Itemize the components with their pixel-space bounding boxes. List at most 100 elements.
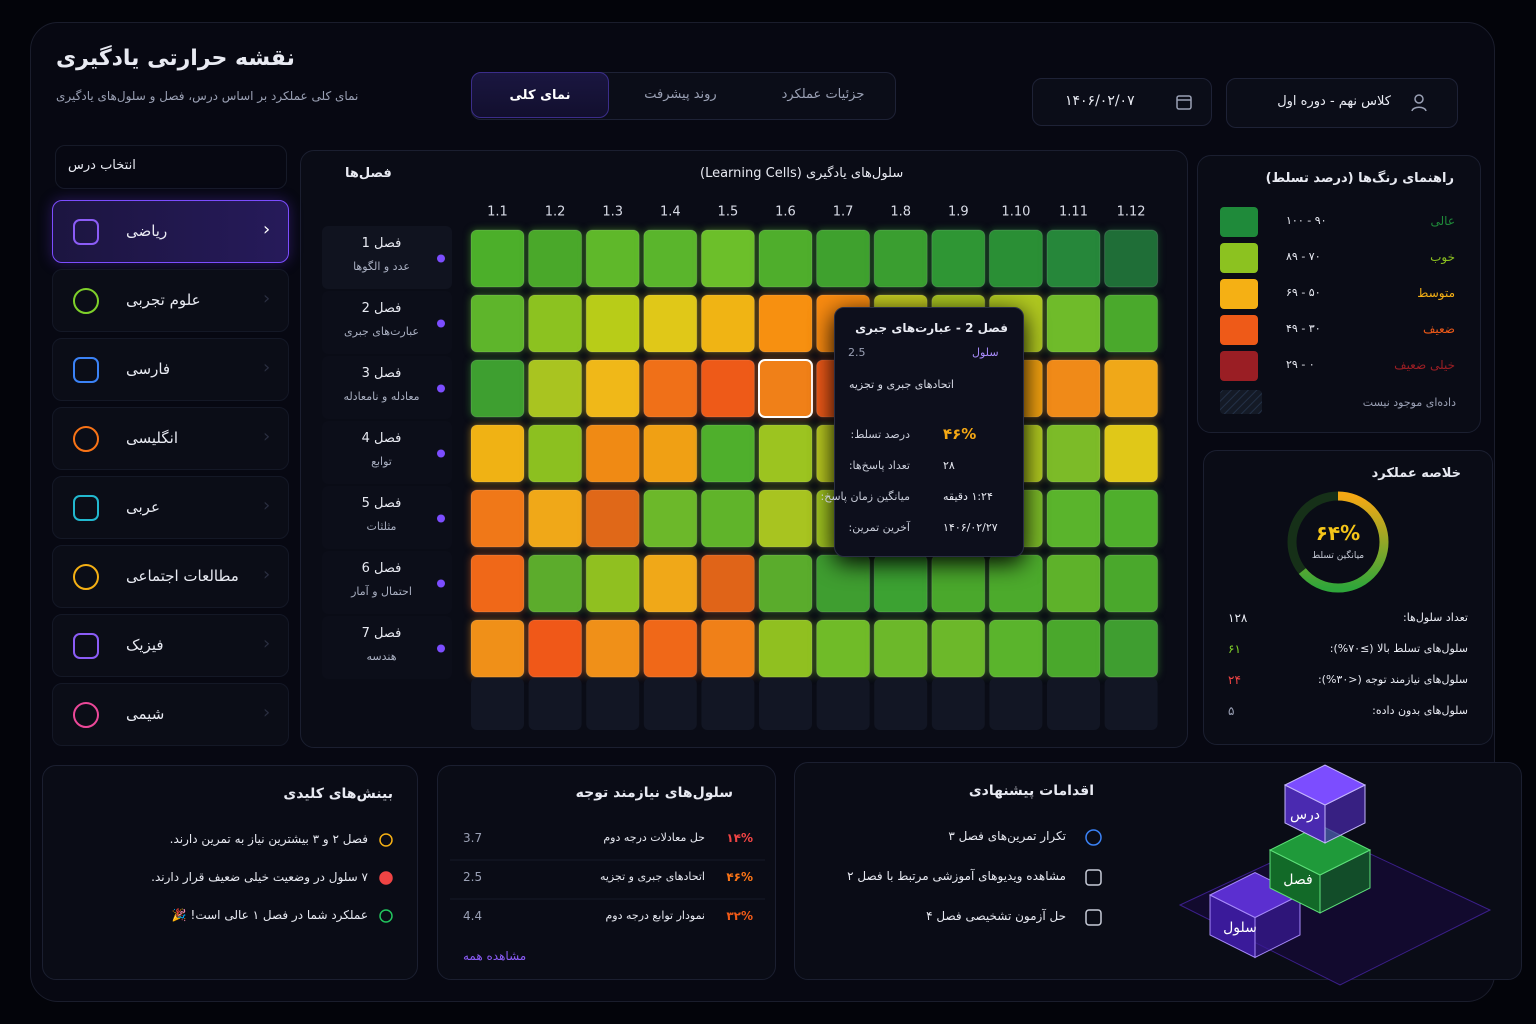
date-picker[interactable]: ۱۴۰۶/۰۲/۰۷ xyxy=(1032,78,1212,126)
column-label: 1.12 xyxy=(1117,205,1146,220)
calendar-icon xyxy=(1176,95,1192,110)
attention-name: اتحادهای جبری و تجزیه xyxy=(599,870,705,883)
heat-cell xyxy=(1104,489,1159,548)
heat-cell xyxy=(988,554,1043,613)
empty-cell xyxy=(1104,678,1158,730)
subject-item[interactable]: علوم تجربی › xyxy=(52,269,289,332)
subject-item[interactable]: فارسی › xyxy=(52,338,289,401)
heat-cell xyxy=(816,229,871,288)
subject-item[interactable]: ریاضی › xyxy=(52,200,289,263)
donut-arc xyxy=(1287,491,1389,593)
tab[interactable]: نمای کلی xyxy=(471,72,609,118)
row-dot xyxy=(437,384,445,393)
page-subtitle: نمای کلی عملکرد بر اساس درس، فصل و سلول‌… xyxy=(56,89,359,103)
heat-cell xyxy=(1046,424,1101,483)
attention-percent: ۴۶% xyxy=(726,870,753,884)
legend-label: خیلی ضعیف xyxy=(1394,358,1455,372)
actions-title: اقدامات پیشنهادی xyxy=(968,783,1094,799)
empty-cell xyxy=(701,678,755,730)
tooltip-label: آخرین تمرین: xyxy=(848,521,911,534)
subject-icon xyxy=(73,357,99,383)
heat-cell xyxy=(931,619,986,678)
subject-item[interactable]: انگلیسی › xyxy=(52,407,289,470)
view-all-link[interactable]: مشاهده همه xyxy=(463,949,527,963)
heat-cell xyxy=(700,229,755,288)
tooltip-cell: 2.5 xyxy=(848,346,866,359)
stat-value: ۵ xyxy=(1228,704,1235,718)
icon-shape xyxy=(73,219,99,245)
heat-cell xyxy=(931,229,986,288)
heat-cell xyxy=(700,619,755,678)
tab[interactable]: روند پیشرفت xyxy=(644,87,717,102)
empty-cell xyxy=(528,678,582,730)
heat-cell xyxy=(1046,359,1101,418)
tooltip xyxy=(834,307,1024,557)
chevron: › xyxy=(263,357,271,378)
chapter-topic: عبارت‌های جبری xyxy=(344,325,419,338)
heat-cell xyxy=(470,294,525,353)
heat-cell xyxy=(1104,424,1159,483)
tooltip-topic: اتحادهای جبری و تجزیه xyxy=(848,378,954,391)
row-label-bg xyxy=(322,356,452,419)
tab[interactable]: جزئیات عملکرد xyxy=(781,87,865,102)
column-label: 1.6 xyxy=(775,205,796,220)
action-text[interactable]: مشاهده ویدیوهای آموزشی مرتبط با فصل ۲ xyxy=(847,869,1066,883)
heat-cell xyxy=(643,359,698,418)
heat-cell xyxy=(873,619,928,678)
iso-top xyxy=(1283,764,1367,806)
action-text[interactable]: حل آزمون تشخیصی فصل ۴ xyxy=(926,909,1066,923)
page-title: نقشه حرارتی یادگیری xyxy=(56,46,295,71)
heat-cell xyxy=(643,489,698,548)
attention-title: سلول‌های نیازمند توجه xyxy=(575,785,733,801)
chapter-label: فصل 6 xyxy=(361,561,402,576)
tooltip-value: ۲۸ xyxy=(943,459,955,472)
empty-cell xyxy=(931,678,985,730)
subject-item[interactable]: عربی › xyxy=(52,476,289,539)
chevron: › xyxy=(263,633,271,654)
row-label-bg xyxy=(322,291,452,354)
stat-label: تعداد سلول‌ها: xyxy=(1403,611,1468,624)
empty-cell xyxy=(586,678,640,730)
chapter-topic: احتمال و آمار xyxy=(351,585,412,598)
heat-cell xyxy=(758,359,813,418)
legend-title: راهنمای رنگ‌ها (درصد تسلط) xyxy=(1265,171,1454,186)
subject-name: ریاضی xyxy=(126,222,168,240)
heat-cell xyxy=(1046,229,1101,288)
donut-caption: میانگین تسلط xyxy=(1311,551,1365,561)
column-label: 1.9 xyxy=(948,205,969,220)
subject-item[interactable]: فیزیک › xyxy=(52,614,289,677)
empty-cell xyxy=(816,678,870,730)
heat-cell xyxy=(585,424,640,483)
row-dot xyxy=(437,514,445,523)
heat-cell xyxy=(585,619,640,678)
tooltip-value: ۱:۲۴ دقیقه xyxy=(943,490,993,503)
class-selector[interactable]: کلاس نهم - دوره اول xyxy=(1226,78,1458,128)
tooltip-chapter: فصل 2 - عبارت‌های جبری xyxy=(855,321,1008,335)
tooltip-cell-tag: سلول xyxy=(972,346,999,359)
chapter-label: فصل 3 xyxy=(361,366,402,381)
row-label-bg xyxy=(322,486,452,549)
legend-label: عالی xyxy=(1430,214,1455,228)
subject-item[interactable]: شیمی › xyxy=(52,683,289,746)
heat-cell xyxy=(643,424,698,483)
column-label: 1.8 xyxy=(890,205,911,220)
heat-cell xyxy=(816,619,871,678)
legend-range: ۰ - ۲۹ xyxy=(1286,358,1315,371)
heat-cell xyxy=(758,489,813,548)
legend-swatch xyxy=(1220,315,1258,345)
insight-text: فصل ۲ و ۳ بیشترین نیاز به تمرین دارند. xyxy=(169,832,368,846)
heat-cell xyxy=(585,554,640,613)
heat-cell xyxy=(700,489,755,548)
icon-shape xyxy=(73,702,99,728)
icon-shape xyxy=(73,564,99,590)
subject-item[interactable]: مطالعات اجتماعی › xyxy=(52,545,289,608)
insight-icon xyxy=(379,909,393,923)
legend-range: ۳۰ - ۴۹ xyxy=(1286,322,1321,335)
insight-text: عملکرد شما در فصل ۱ عالی است! 🎉 xyxy=(171,908,368,922)
tooltip-label: درصد تسلط: xyxy=(850,428,911,441)
column-label: 1.10 xyxy=(1001,205,1030,220)
heat-cell xyxy=(816,554,871,613)
action-text[interactable]: تکرار تمرین‌های فصل ۳ xyxy=(948,829,1066,843)
heat-cell xyxy=(700,359,755,418)
chevron: › xyxy=(263,702,271,723)
